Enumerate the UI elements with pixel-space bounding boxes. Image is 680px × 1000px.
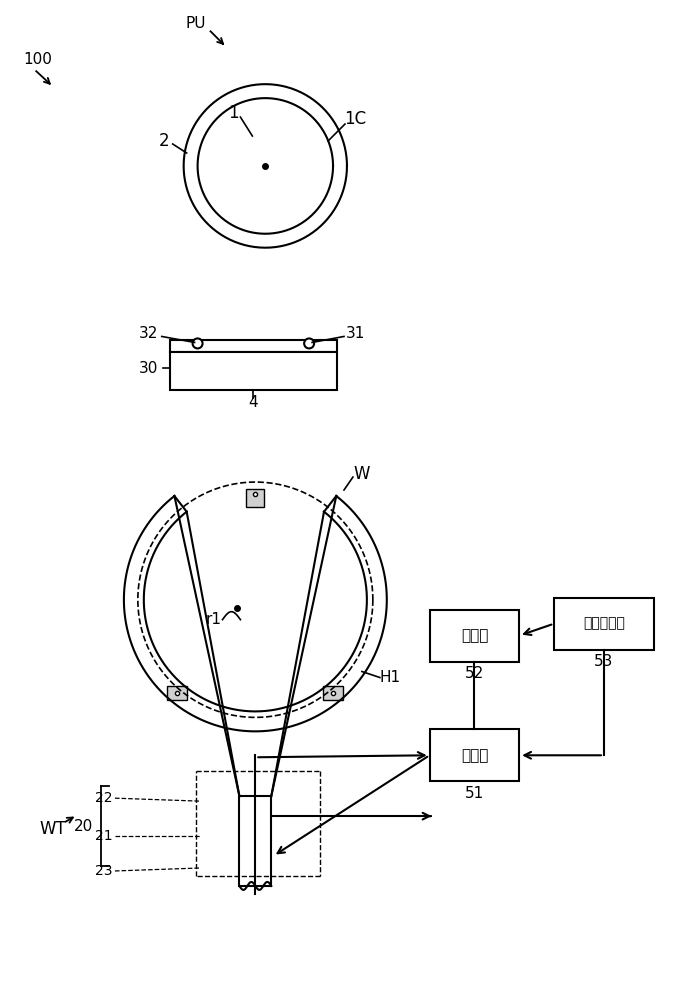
Text: 53: 53: [594, 654, 613, 669]
Bar: [167, 686, 187, 700]
Bar: [430, 729, 520, 781]
Circle shape: [304, 338, 314, 348]
Bar: [246, 489, 265, 507]
Bar: [170, 352, 337, 390]
Text: 控制部: 控制部: [461, 748, 488, 763]
Bar: [324, 686, 343, 700]
Text: 20: 20: [73, 819, 92, 834]
Circle shape: [192, 338, 203, 348]
Bar: [170, 340, 337, 352]
Bar: [554, 598, 653, 650]
Text: 52: 52: [465, 666, 484, 681]
Text: 4: 4: [249, 395, 258, 410]
Text: 1C: 1C: [344, 110, 366, 128]
Text: 2: 2: [158, 132, 169, 150]
Text: 30: 30: [139, 361, 158, 376]
Text: 32: 32: [139, 326, 158, 341]
Text: 51: 51: [465, 786, 484, 801]
Text: H1: H1: [379, 670, 401, 685]
Text: 位置检测部: 位置检测部: [583, 617, 625, 631]
Text: WT: WT: [40, 820, 67, 838]
Text: W: W: [354, 465, 370, 483]
Text: 23: 23: [95, 864, 113, 878]
Text: r1: r1: [205, 612, 222, 627]
Bar: [239, 796, 271, 886]
Text: 驱动部: 驱动部: [461, 628, 488, 643]
Bar: [430, 610, 520, 662]
Text: PU: PU: [186, 16, 206, 31]
Text: 1: 1: [228, 104, 239, 122]
Text: 31: 31: [346, 326, 366, 341]
Text: 22: 22: [95, 791, 113, 805]
Text: 100: 100: [23, 52, 52, 67]
Text: 21: 21: [95, 829, 113, 843]
